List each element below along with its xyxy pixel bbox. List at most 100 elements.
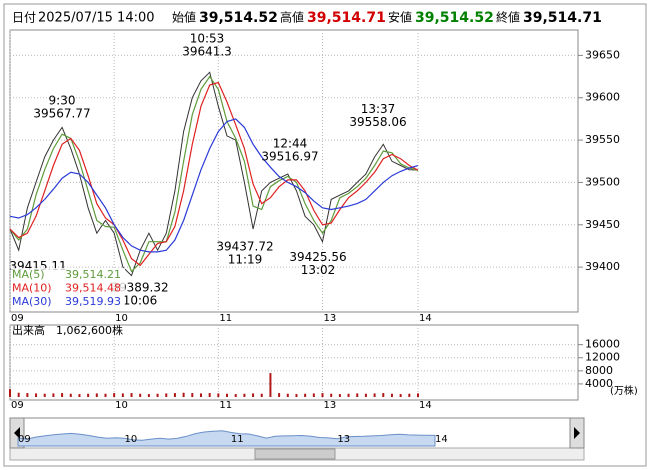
outer-frame [3, 3, 647, 467]
annotation-price: 39567.77 [33, 107, 90, 121]
bar [217, 393, 220, 397]
scrollbar-thumb[interactable] [254, 448, 336, 460]
line-series [9, 118, 419, 253]
bar [104, 393, 107, 397]
legend-name: MA(30) [12, 295, 52, 308]
navigator-label: 09 [18, 434, 31, 445]
legend-name: MA(10) [12, 282, 52, 295]
low-label: 安値 [388, 10, 412, 25]
annotation-price: 39389.32 [111, 281, 168, 295]
navigator-label: 10 [124, 434, 137, 445]
bar [226, 393, 229, 397]
bar [260, 393, 263, 397]
bar [312, 393, 315, 397]
legend-value: 39,514.48 [65, 282, 121, 295]
bar [52, 393, 55, 397]
x-tick-label: 11 [219, 313, 232, 324]
bar [356, 393, 359, 397]
bar [61, 393, 64, 397]
x-tick-label: 14 [419, 313, 432, 324]
bar [278, 393, 281, 397]
bar [113, 393, 116, 397]
volume-unit: (万株) [610, 384, 638, 397]
volume-title: 出来高 [12, 323, 45, 337]
bar [199, 393, 202, 397]
bar [208, 393, 211, 397]
bar [417, 393, 419, 397]
bar [156, 393, 159, 397]
annotation-price: 39425.56 [289, 250, 346, 264]
navigator-label: 13 [337, 434, 350, 445]
y-tick-label: 39550 [585, 133, 620, 146]
datetime: 2025/07/15 14:00 [38, 11, 155, 26]
x-tick-label: 10 [115, 313, 128, 324]
y-tick-label: 4000 [585, 377, 613, 390]
navigator-area [17, 430, 436, 447]
scroll-right-arrow [574, 427, 580, 439]
bar [147, 394, 150, 397]
bar [338, 394, 341, 397]
x-tick-label: 13 [324, 313, 337, 324]
y-tick-label: 39650 [585, 48, 620, 61]
bar [408, 393, 411, 397]
bar [69, 393, 72, 397]
x-tick-label: 11 [219, 400, 232, 411]
navigator-label: 14 [435, 434, 448, 445]
bar [330, 393, 333, 397]
close-value: 39,514.71 [523, 10, 602, 26]
close-label: 終値 [496, 10, 520, 25]
line-series [9, 81, 419, 267]
bar [347, 393, 350, 397]
bar [17, 392, 20, 397]
bar [130, 393, 133, 397]
bar [43, 393, 46, 397]
bar [78, 394, 81, 397]
bar [382, 393, 385, 397]
bar [9, 389, 11, 397]
volume-total: 1,062,600株 [56, 323, 123, 337]
annotation-time: 10:06 [123, 294, 158, 308]
low-value: 39,514.52 [415, 10, 494, 26]
high-value: 39,514.71 [307, 10, 386, 26]
bar [243, 393, 246, 397]
x-tick-label: 09 [11, 400, 24, 411]
y-tick-label: 16000 [585, 338, 620, 351]
y-tick-label: 12000 [585, 351, 620, 364]
open-label: 始値 [172, 10, 196, 25]
scroll-left-arrow [14, 427, 20, 439]
x-tick-label: 10 [115, 400, 128, 411]
bar [165, 393, 168, 397]
bar [390, 393, 393, 397]
bar [173, 393, 176, 397]
annotation-time: 11:19 [228, 253, 263, 267]
bar [182, 392, 185, 397]
legend-name: MA(5) [12, 268, 45, 281]
legend-value: 39,519.93 [65, 295, 121, 308]
bar [269, 373, 272, 397]
date-label: 日付 [12, 11, 36, 25]
bar [87, 393, 90, 397]
x-tick-label: 13 [324, 400, 337, 411]
bar [304, 393, 307, 397]
annotation-price: 39437.72 [216, 240, 273, 254]
annotation-price: 39516.97 [261, 150, 318, 164]
x-tick-label: 14 [419, 400, 432, 411]
open-value: 39,514.52 [199, 10, 278, 26]
bar [286, 393, 289, 397]
navigator-label: 11 [231, 434, 244, 445]
y-tick-label: 8000 [585, 364, 613, 377]
y-tick-label: 39450 [585, 218, 620, 231]
bar [139, 393, 142, 397]
bar [121, 393, 124, 397]
high-label: 高値 [280, 10, 304, 25]
bar [364, 393, 367, 397]
bar [26, 393, 29, 397]
y-tick-label: 39400 [585, 260, 620, 273]
bar [95, 393, 98, 397]
annotation-time: 10:53 [190, 31, 225, 45]
volume-frame [9, 324, 579, 401]
x-tick-label: 09 [11, 313, 24, 324]
annotation-time: 9:30 [49, 94, 76, 108]
bar [399, 394, 402, 397]
